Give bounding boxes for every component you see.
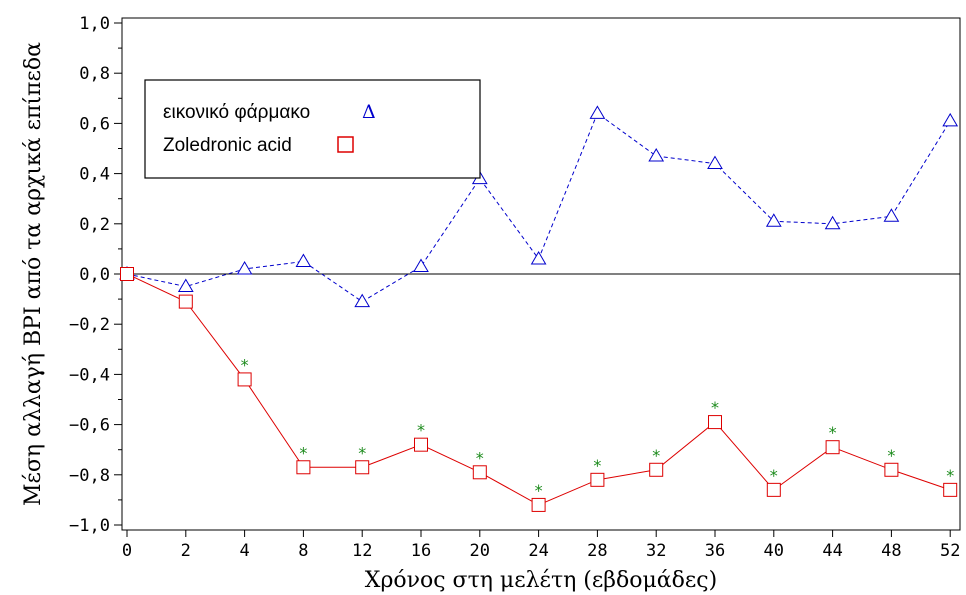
data-point-square bbox=[472, 465, 487, 480]
data-point-triangle bbox=[530, 250, 547, 265]
significance-star: * bbox=[887, 446, 895, 465]
significance-star: * bbox=[711, 398, 719, 417]
x-tick-label: 40 bbox=[764, 541, 784, 561]
legend-label-zoledronic: Zoledronic acid bbox=[163, 135, 292, 156]
significance-star: * bbox=[417, 421, 425, 440]
y-tick-label: 0,6 bbox=[79, 114, 110, 134]
data-point-triangle bbox=[354, 293, 371, 308]
significance-star: * bbox=[241, 355, 249, 374]
data-point-square bbox=[649, 462, 664, 477]
y-tick-label: −1,0 bbox=[69, 516, 110, 536]
data-point-square bbox=[766, 482, 781, 497]
x-tick-label: 8 bbox=[298, 541, 308, 561]
y-axis-title: Μέση αλλαγή BPI από τα αρχικά επίπεδα bbox=[21, 42, 46, 506]
significance-star: * bbox=[476, 448, 484, 467]
y-tick-label: −0,6 bbox=[69, 416, 110, 436]
data-point-triangle bbox=[707, 155, 723, 170]
data-point-square bbox=[355, 460, 370, 475]
legend-box bbox=[144, 79, 481, 179]
data-point-square bbox=[120, 267, 134, 281]
significance-star: * bbox=[946, 466, 954, 485]
data-point-triangle bbox=[883, 208, 900, 222]
data-point-square bbox=[296, 460, 311, 475]
x-tick-label: 12 bbox=[352, 541, 372, 561]
data-point-triangle bbox=[413, 258, 429, 272]
y-tick-label: 1,0 bbox=[79, 14, 110, 34]
data-point-triangle bbox=[648, 148, 665, 162]
x-axis: 0 2 4 8 12 16 20 24 28 32 36 40 44 48 52 bbox=[122, 530, 960, 561]
y-tick-label: −0,2 bbox=[69, 315, 110, 335]
y-tick-label: 0,0 bbox=[79, 265, 110, 285]
x-tick-label: 2 bbox=[181, 541, 191, 561]
significance-star: * bbox=[535, 481, 543, 500]
data-point-square bbox=[884, 462, 899, 477]
data-point-triangle bbox=[236, 260, 253, 275]
x-tick-label: 48 bbox=[881, 541, 901, 561]
series-layer bbox=[119, 105, 959, 512]
y-axis: −1,0 −0,8 −0,6 −0,4 −0,2 0,0 0,2 0,4 0,6 0,8 1,0 bbox=[69, 14, 122, 536]
y-tick-label: 0,4 bbox=[79, 165, 110, 185]
series-placebo bbox=[119, 105, 959, 308]
data-point-square bbox=[590, 472, 605, 487]
x-tick-label: 24 bbox=[528, 541, 548, 561]
x-tick-label: 52 bbox=[940, 541, 960, 561]
series-zoledronic-acid bbox=[120, 267, 958, 512]
x-tick-label: 32 bbox=[646, 541, 666, 561]
y-tick-label: −0,4 bbox=[69, 365, 110, 385]
significance-star: * bbox=[770, 466, 778, 485]
x-tick-label: 36 bbox=[705, 541, 725, 561]
data-point-square bbox=[825, 440, 840, 455]
legend-label-placebo: εικονικό φάρμακο bbox=[163, 102, 310, 123]
legend-symbol-placebo: Δ bbox=[362, 101, 376, 123]
data-point-triangle bbox=[942, 112, 959, 127]
y-tick-label: 0,8 bbox=[79, 64, 110, 84]
significance-star: * bbox=[358, 443, 366, 462]
x-tick-label: 20 bbox=[470, 541, 490, 561]
x-axis-title: Χρόνος στη μελέτη (εβδομάδες) bbox=[365, 568, 717, 593]
data-point-triangle bbox=[177, 278, 194, 293]
data-point-triangle bbox=[589, 105, 606, 119]
data-point-square bbox=[708, 415, 722, 430]
data-point-square bbox=[414, 437, 428, 452]
x-tick-label: 4 bbox=[239, 541, 249, 561]
x-tick-label: 28 bbox=[587, 541, 607, 561]
significance-star: * bbox=[829, 423, 837, 442]
significance-annotations: * * * * * * * * * * * * * bbox=[241, 355, 955, 500]
significance-star: * bbox=[299, 443, 307, 462]
y-tick-label: −0,8 bbox=[69, 466, 110, 486]
data-point-triangle bbox=[295, 253, 312, 267]
x-tick-label: 0 bbox=[122, 541, 132, 561]
data-point-square bbox=[943, 482, 958, 497]
legend-marker-zoledronic bbox=[337, 136, 354, 153]
y-tick-label: 0,2 bbox=[79, 215, 110, 235]
data-point-square bbox=[531, 497, 546, 512]
x-tick-label: 16 bbox=[411, 541, 431, 561]
significance-star: * bbox=[593, 456, 601, 475]
data-point-square bbox=[178, 294, 193, 309]
x-tick-label: 44 bbox=[822, 541, 842, 561]
data-point-triangle bbox=[824, 215, 841, 230]
data-point-triangle bbox=[765, 213, 782, 227]
significance-star: * bbox=[652, 446, 660, 465]
data-point-square bbox=[237, 372, 252, 387]
legend: εικονικό φάρμακο Δ Zoledronic acid bbox=[144, 79, 481, 179]
